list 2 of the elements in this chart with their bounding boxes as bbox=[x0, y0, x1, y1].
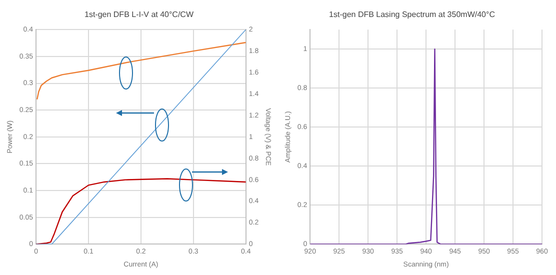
chart-title: 1st-gen DFB L-I-V at 40°C/CW bbox=[84, 10, 194, 20]
chart-title: 1st-gen DFB Lasing Spectrum at 350mW/40°C bbox=[329, 10, 496, 20]
